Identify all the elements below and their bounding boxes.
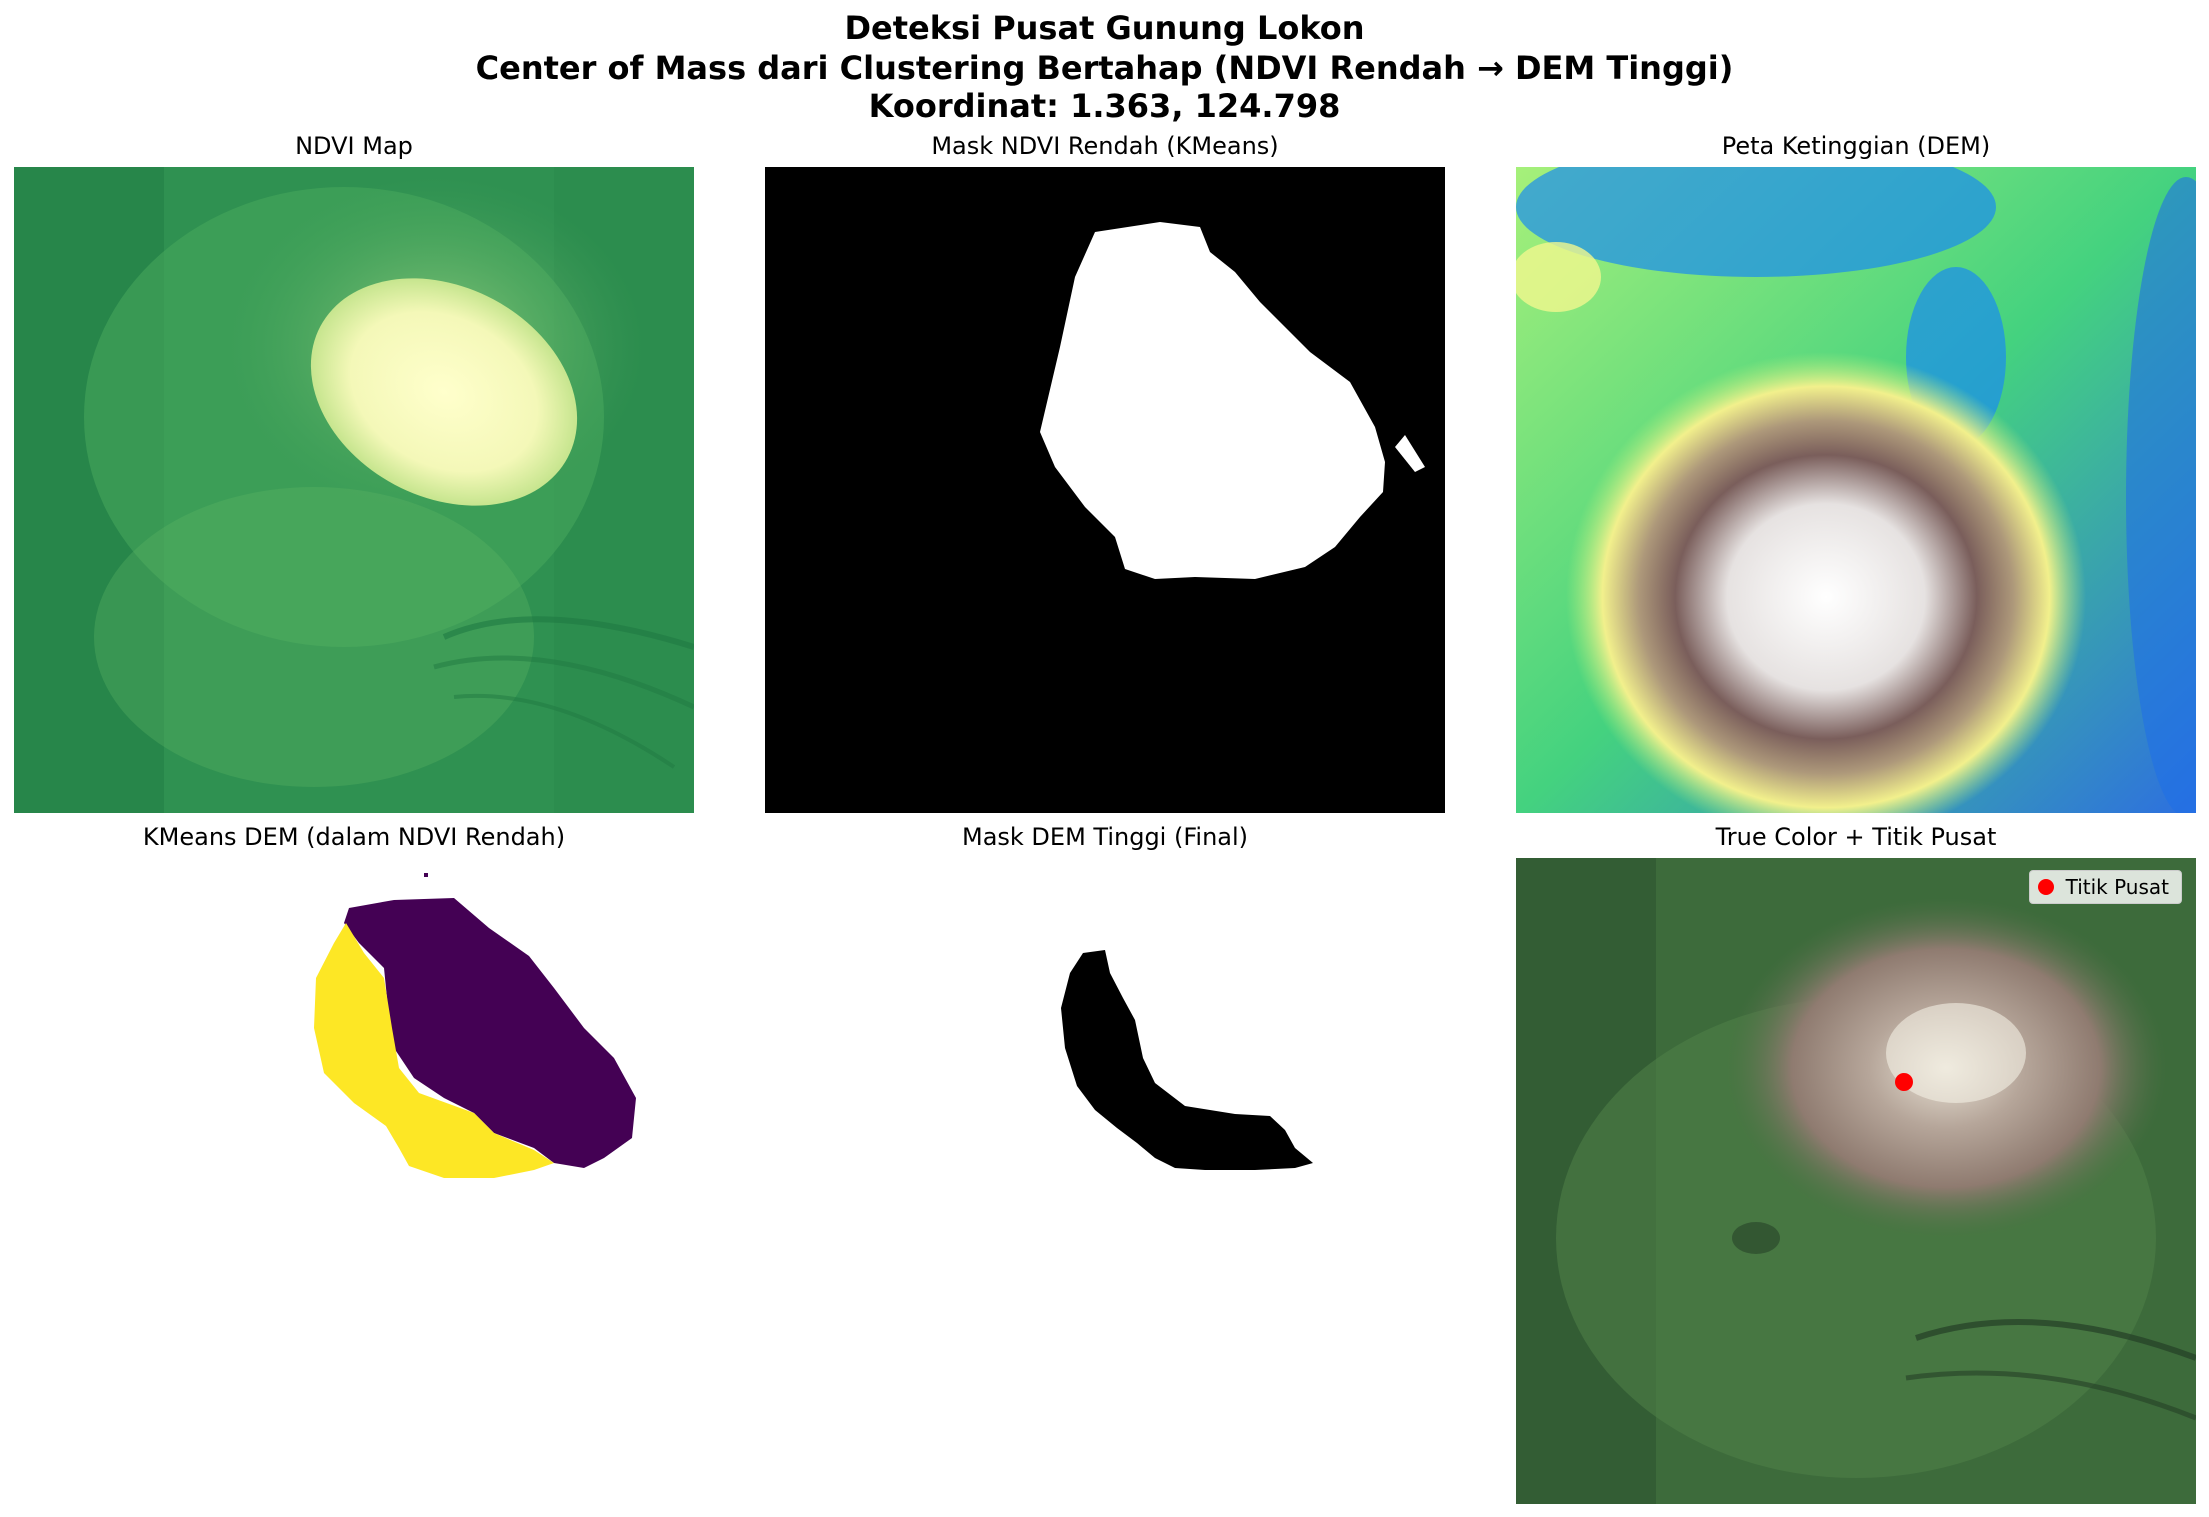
- legend: Titik Pusat: [2028, 870, 2182, 904]
- panel-title-ndvi: NDVI Map: [295, 132, 413, 160]
- true-color-image: Titik Pusat: [1516, 858, 2196, 1504]
- legend-marker-icon: [2037, 879, 2054, 895]
- figure-title-line2: Center of Mass dari Clustering Bertahap …: [475, 49, 1734, 87]
- mask-dem-image: [765, 858, 1445, 1504]
- panel-title-true-color: True Color + Titik Pusat: [1715, 823, 1997, 851]
- panel-title-dem: Peta Ketinggian (DEM): [1721, 132, 1991, 160]
- ndvi-map-image: [14, 167, 694, 813]
- dem-image: [1516, 167, 2196, 813]
- legend-label: Titik Pusat: [2065, 875, 2169, 899]
- figure-title-line1: Deteksi Pusat Gunung Lokon: [844, 9, 1365, 47]
- center-point-marker: [1895, 1073, 1913, 1091]
- figure-title-line3: Koordinat: 1.363, 124.798: [868, 87, 1341, 125]
- mask-ndvi-image: [765, 167, 1445, 813]
- panel-title-mask-ndvi: Mask NDVI Rendah (KMeans): [931, 132, 1279, 160]
- kmeans-dem-image: [14, 858, 694, 1504]
- panel-title-mask-dem: Mask DEM Tinggi (Final): [961, 823, 1249, 851]
- panel-title-kmeans-dem: KMeans DEM (dalam NDVI Rendah): [142, 823, 566, 851]
